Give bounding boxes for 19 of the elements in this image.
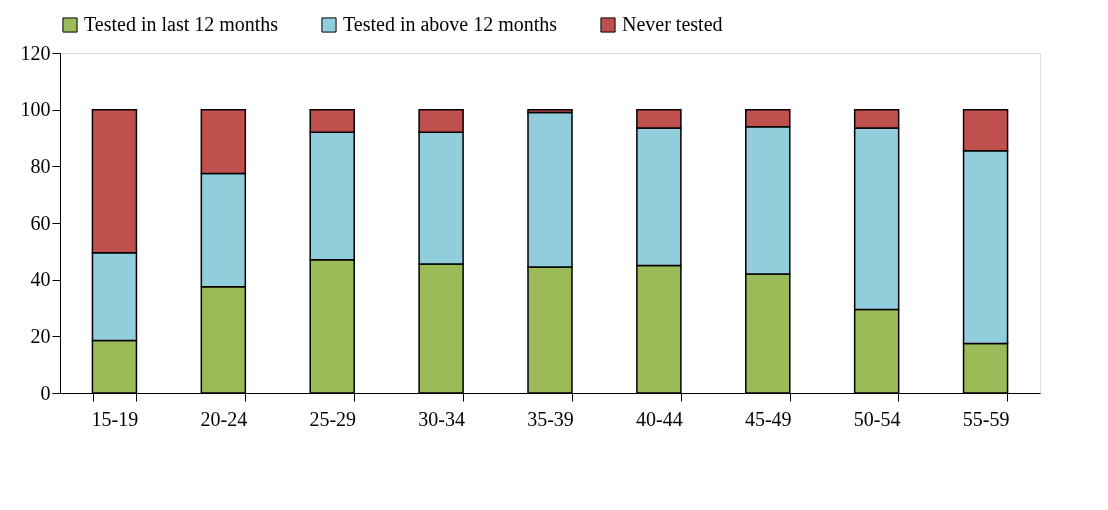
x-tick-label: 20-24 (200, 407, 248, 430)
x-tick-label: 55-59 (962, 407, 1010, 430)
y-tick-label: 80 (30, 154, 51, 177)
y-tick-label: 100 (20, 98, 51, 121)
y-tick-label: 0 (40, 381, 51, 404)
x-tick-label: 45-49 (744, 407, 792, 430)
legend-label: Tested in above 12 months (343, 13, 558, 35)
y-tick-label: 60 (30, 211, 51, 234)
x-tick-label: 30-34 (418, 407, 465, 430)
y-tick-label: 40 (30, 268, 51, 291)
x-tick-label: 40-44 (636, 407, 683, 430)
y-tick-label: 20 (30, 324, 51, 347)
x-tick-label: 35-39 (527, 407, 574, 430)
legend-label: Never tested (622, 13, 723, 35)
y-tick-label: 120 (20, 41, 51, 64)
x-tick-label: 25-29 (309, 407, 357, 430)
x-tick-label: 50-54 (853, 407, 901, 430)
legend-label: Tested in last 12 months (84, 13, 279, 35)
x-tick-label: 15-19 (91, 407, 139, 430)
